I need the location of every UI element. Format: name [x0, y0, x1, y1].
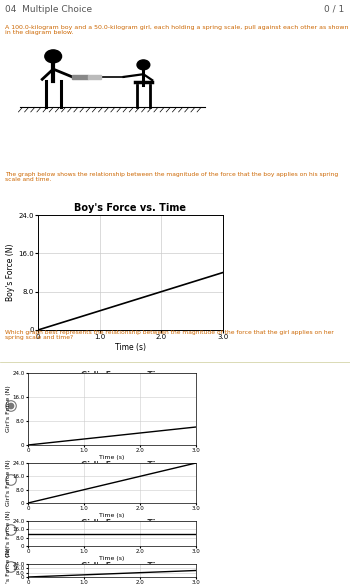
- Text: Which graph best represents the relationship between the magnitude of the force : Which graph best represents the relation…: [5, 329, 334, 340]
- Circle shape: [45, 50, 62, 63]
- Text: 0 / 1: 0 / 1: [324, 5, 345, 13]
- Circle shape: [8, 404, 14, 409]
- Bar: [72, 75, 89, 79]
- X-axis label: Time (s): Time (s): [99, 556, 125, 561]
- Y-axis label: Girl's Force (N): Girl's Force (N): [6, 460, 11, 506]
- Bar: [89, 75, 100, 79]
- Text: Girl's Force vs. Time: Girl's Force vs. Time: [81, 461, 169, 470]
- X-axis label: Time (s): Time (s): [99, 513, 125, 518]
- Y-axis label: Boy's Force (N): Boy's Force (N): [6, 244, 15, 301]
- Text: 04  Multiple Choice: 04 Multiple Choice: [5, 5, 92, 13]
- Text: Girl's Force vs. Time: Girl's Force vs. Time: [81, 562, 169, 571]
- Y-axis label: Girl's Force (N): Girl's Force (N): [6, 547, 11, 584]
- Text: Girl's Force vs. Time: Girl's Force vs. Time: [81, 371, 169, 380]
- Text: Girl's Force vs. Time: Girl's Force vs. Time: [81, 519, 169, 528]
- Title: Boy's Force vs. Time: Boy's Force vs. Time: [75, 203, 187, 213]
- X-axis label: Time (s): Time (s): [115, 343, 146, 352]
- Circle shape: [137, 60, 150, 69]
- Text: A 100.0-kilogram boy and a 50.0-kilogram girl, each holding a spring scale, pull: A 100.0-kilogram boy and a 50.0-kilogram…: [5, 25, 349, 35]
- Y-axis label: Girl's Force (N): Girl's Force (N): [6, 510, 11, 557]
- Text: The graph below shows the relationship between the magnitude of the force that t: The graph below shows the relationship b…: [5, 172, 338, 182]
- Y-axis label: Girl's Force (N): Girl's Force (N): [6, 385, 11, 432]
- X-axis label: Time (s): Time (s): [99, 455, 125, 460]
